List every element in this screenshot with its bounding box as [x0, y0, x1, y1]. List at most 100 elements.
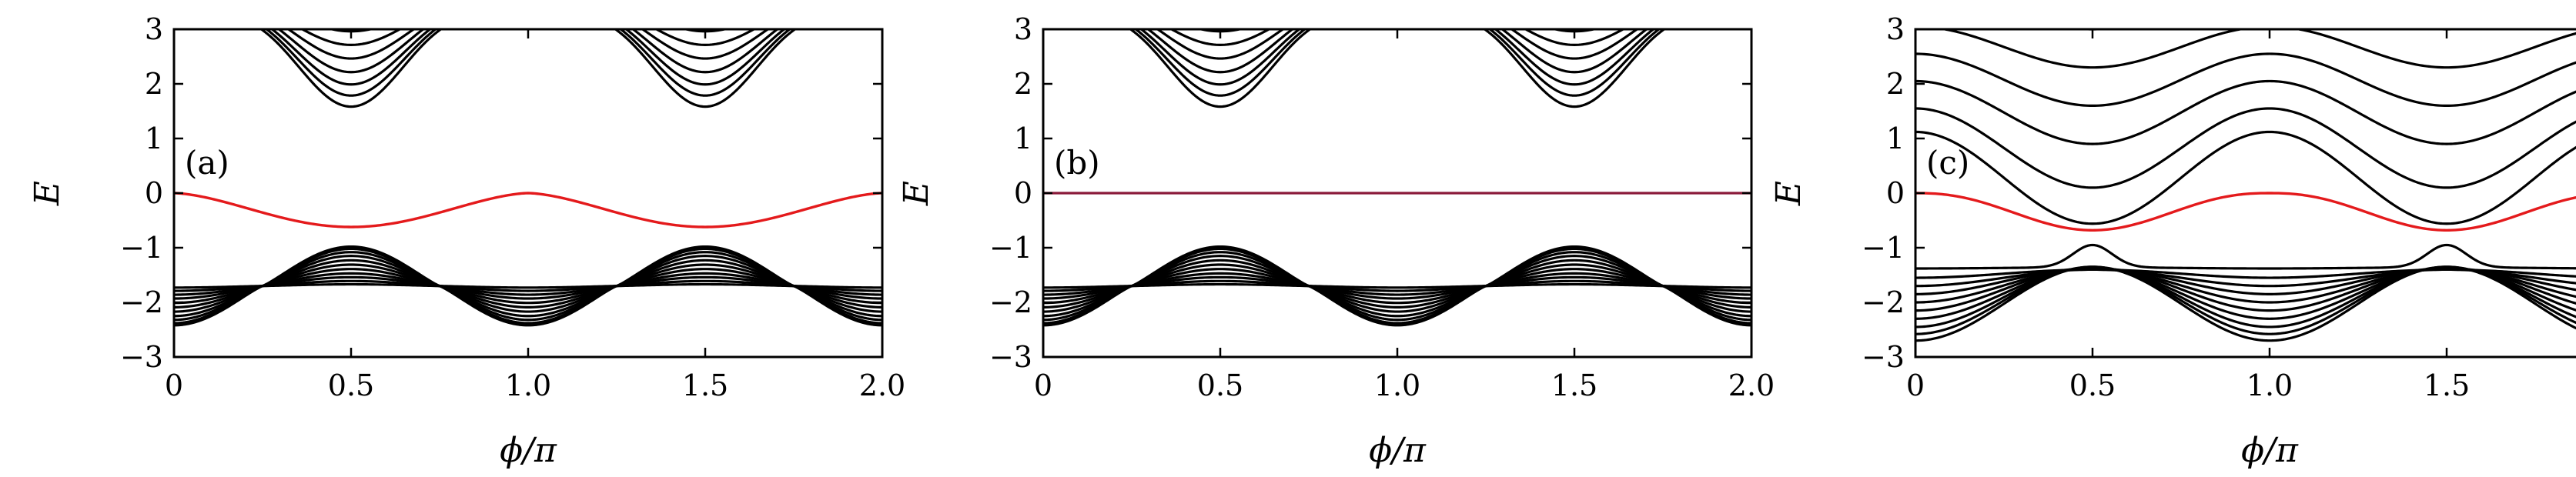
lower-band-9: [174, 251, 882, 322]
panel-label: (c): [1926, 144, 1969, 182]
lower-band-5: [1043, 268, 1751, 305]
lower-band-2: [1043, 279, 1751, 292]
y-tick-label: 0: [1886, 176, 1905, 210]
upper-band-4: [174, 0, 882, 7]
lower-band-1: [1915, 243, 2576, 270]
upper-band-4: [1043, 0, 1751, 7]
x-tick-label: 1.0: [2246, 369, 2293, 402]
upper-band-9: [1915, 107, 2576, 189]
y-tick-label: 1: [1014, 122, 1032, 155]
y-tick-label: −1: [1862, 231, 1905, 265]
y-tick-label: −3: [120, 340, 163, 374]
lower-band-11: [1043, 245, 1751, 327]
panel-label: (a): [185, 144, 229, 182]
lower-band-10: [1915, 265, 2576, 342]
lower-band-8: [174, 255, 882, 318]
panel-label: (b): [1054, 144, 1100, 182]
x-tick-label: 0: [1906, 369, 1925, 402]
lower-band-2: [1915, 268, 2576, 279]
upper-band-5: [2069, 29, 2470, 31]
lower-band-1: [1043, 282, 1751, 289]
x-axis-label: ϕ/π: [2241, 431, 2299, 470]
upper-band-6: [326, 29, 730, 33]
x-tick-label: 1.5: [1551, 369, 1597, 402]
y-tick-label: −3: [989, 340, 1032, 374]
upper-band-12: [259, 29, 798, 108]
upper-band-11: [1133, 29, 1661, 97]
upper-band-10: [1139, 29, 1656, 86]
y-tick-label: 3: [1886, 12, 1905, 46]
lower-band-6: [174, 263, 882, 309]
y-tick-label: 2: [1886, 67, 1905, 101]
y-tick-label: 3: [145, 12, 163, 46]
upper-band-6: [1196, 29, 1599, 33]
x-tick-label: 2.0: [1728, 369, 1775, 402]
y-tick-label: 2: [1014, 67, 1032, 101]
x-tick-label: 2.0: [859, 369, 905, 402]
y-axis-label: E: [28, 181, 67, 206]
panel-b: 0 0.5 1.0 1.5 2.0 −3 −2 −1 0 1 2 3 ϕ/π E (b): [897, 0, 1775, 470]
edge-state: [174, 192, 882, 228]
lower-band-2: [174, 279, 882, 292]
x-axis-label: ϕ/π: [500, 431, 557, 470]
upper-band-5: [1043, 0, 1751, 19]
x-axis-label: ϕ/π: [1369, 431, 1427, 470]
lower-band-9: [1915, 265, 2576, 335]
y-tick-label: 0: [145, 176, 163, 210]
lower-band-3: [1043, 275, 1751, 296]
x-tick-label: 1.0: [505, 369, 551, 402]
y-tick-label: 0: [1014, 176, 1032, 210]
y-tick-label: −1: [989, 231, 1032, 265]
upper-band-12: [1128, 29, 1667, 108]
y-tick-label: −2: [120, 285, 163, 319]
band-curves: [1043, 0, 1751, 327]
x-tick-label: 0.5: [328, 369, 374, 402]
upper-band-9: [276, 29, 780, 74]
y-axis-label: E: [1769, 181, 1808, 206]
y-tick-label: −1: [120, 231, 163, 265]
y-tick-label: −2: [1862, 285, 1905, 319]
upper-band-5: [174, 0, 882, 19]
lower-band-6: [1915, 266, 2576, 312]
lower-band-4: [1043, 272, 1751, 300]
y-axis-label: E: [897, 181, 936, 206]
upper-band-6: [1937, 29, 2576, 69]
lower-band-11: [174, 245, 882, 327]
x-tick-label: 0: [1034, 369, 1052, 402]
y-tick-label: −3: [1862, 340, 1905, 374]
x-tick-label: 0: [165, 369, 183, 402]
panel-a: 0 0.5 1.0 1.5 2.0 −3 −2 −1 0 1 2 3 ϕ/π E (a): [28, 0, 905, 470]
lower-band-1: [174, 282, 882, 289]
upper-band-10: [1915, 130, 2576, 225]
lower-band-7: [1915, 266, 2576, 320]
y-tick-label: 1: [1886, 122, 1905, 155]
x-tick-label: 0.5: [2069, 369, 2116, 402]
band-curves: [174, 0, 882, 327]
upper-band-11: [264, 29, 792, 97]
upper-band-9: [1146, 29, 1649, 74]
lower-band-7: [174, 259, 882, 313]
lower-band-4: [174, 272, 882, 300]
upper-band-8: [286, 29, 771, 60]
x-tick-label: 1.5: [2424, 369, 2470, 402]
y-tick-label: 1: [145, 122, 163, 155]
lower-band-6: [1043, 263, 1751, 309]
y-tick-label: 3: [1014, 12, 1032, 46]
x-tick-label: 0.5: [1197, 369, 1243, 402]
lower-band-4: [1915, 267, 2576, 295]
lower-band-5: [174, 268, 882, 305]
band-curves: [1915, 29, 2576, 342]
lower-band-7: [1043, 259, 1751, 313]
lower-band-8: [1043, 255, 1751, 318]
x-tick-label: 1.0: [1374, 369, 1420, 402]
y-tick-label: −2: [989, 285, 1032, 319]
lower-band-9: [1043, 251, 1751, 322]
lower-band-5: [1915, 267, 2576, 304]
upper-band-8: [1915, 79, 2576, 145]
edge-state: [1915, 192, 2576, 232]
y-tick-label: 2: [145, 67, 163, 101]
upper-band-8: [1155, 29, 1640, 60]
upper-band-7: [1915, 52, 2576, 107]
